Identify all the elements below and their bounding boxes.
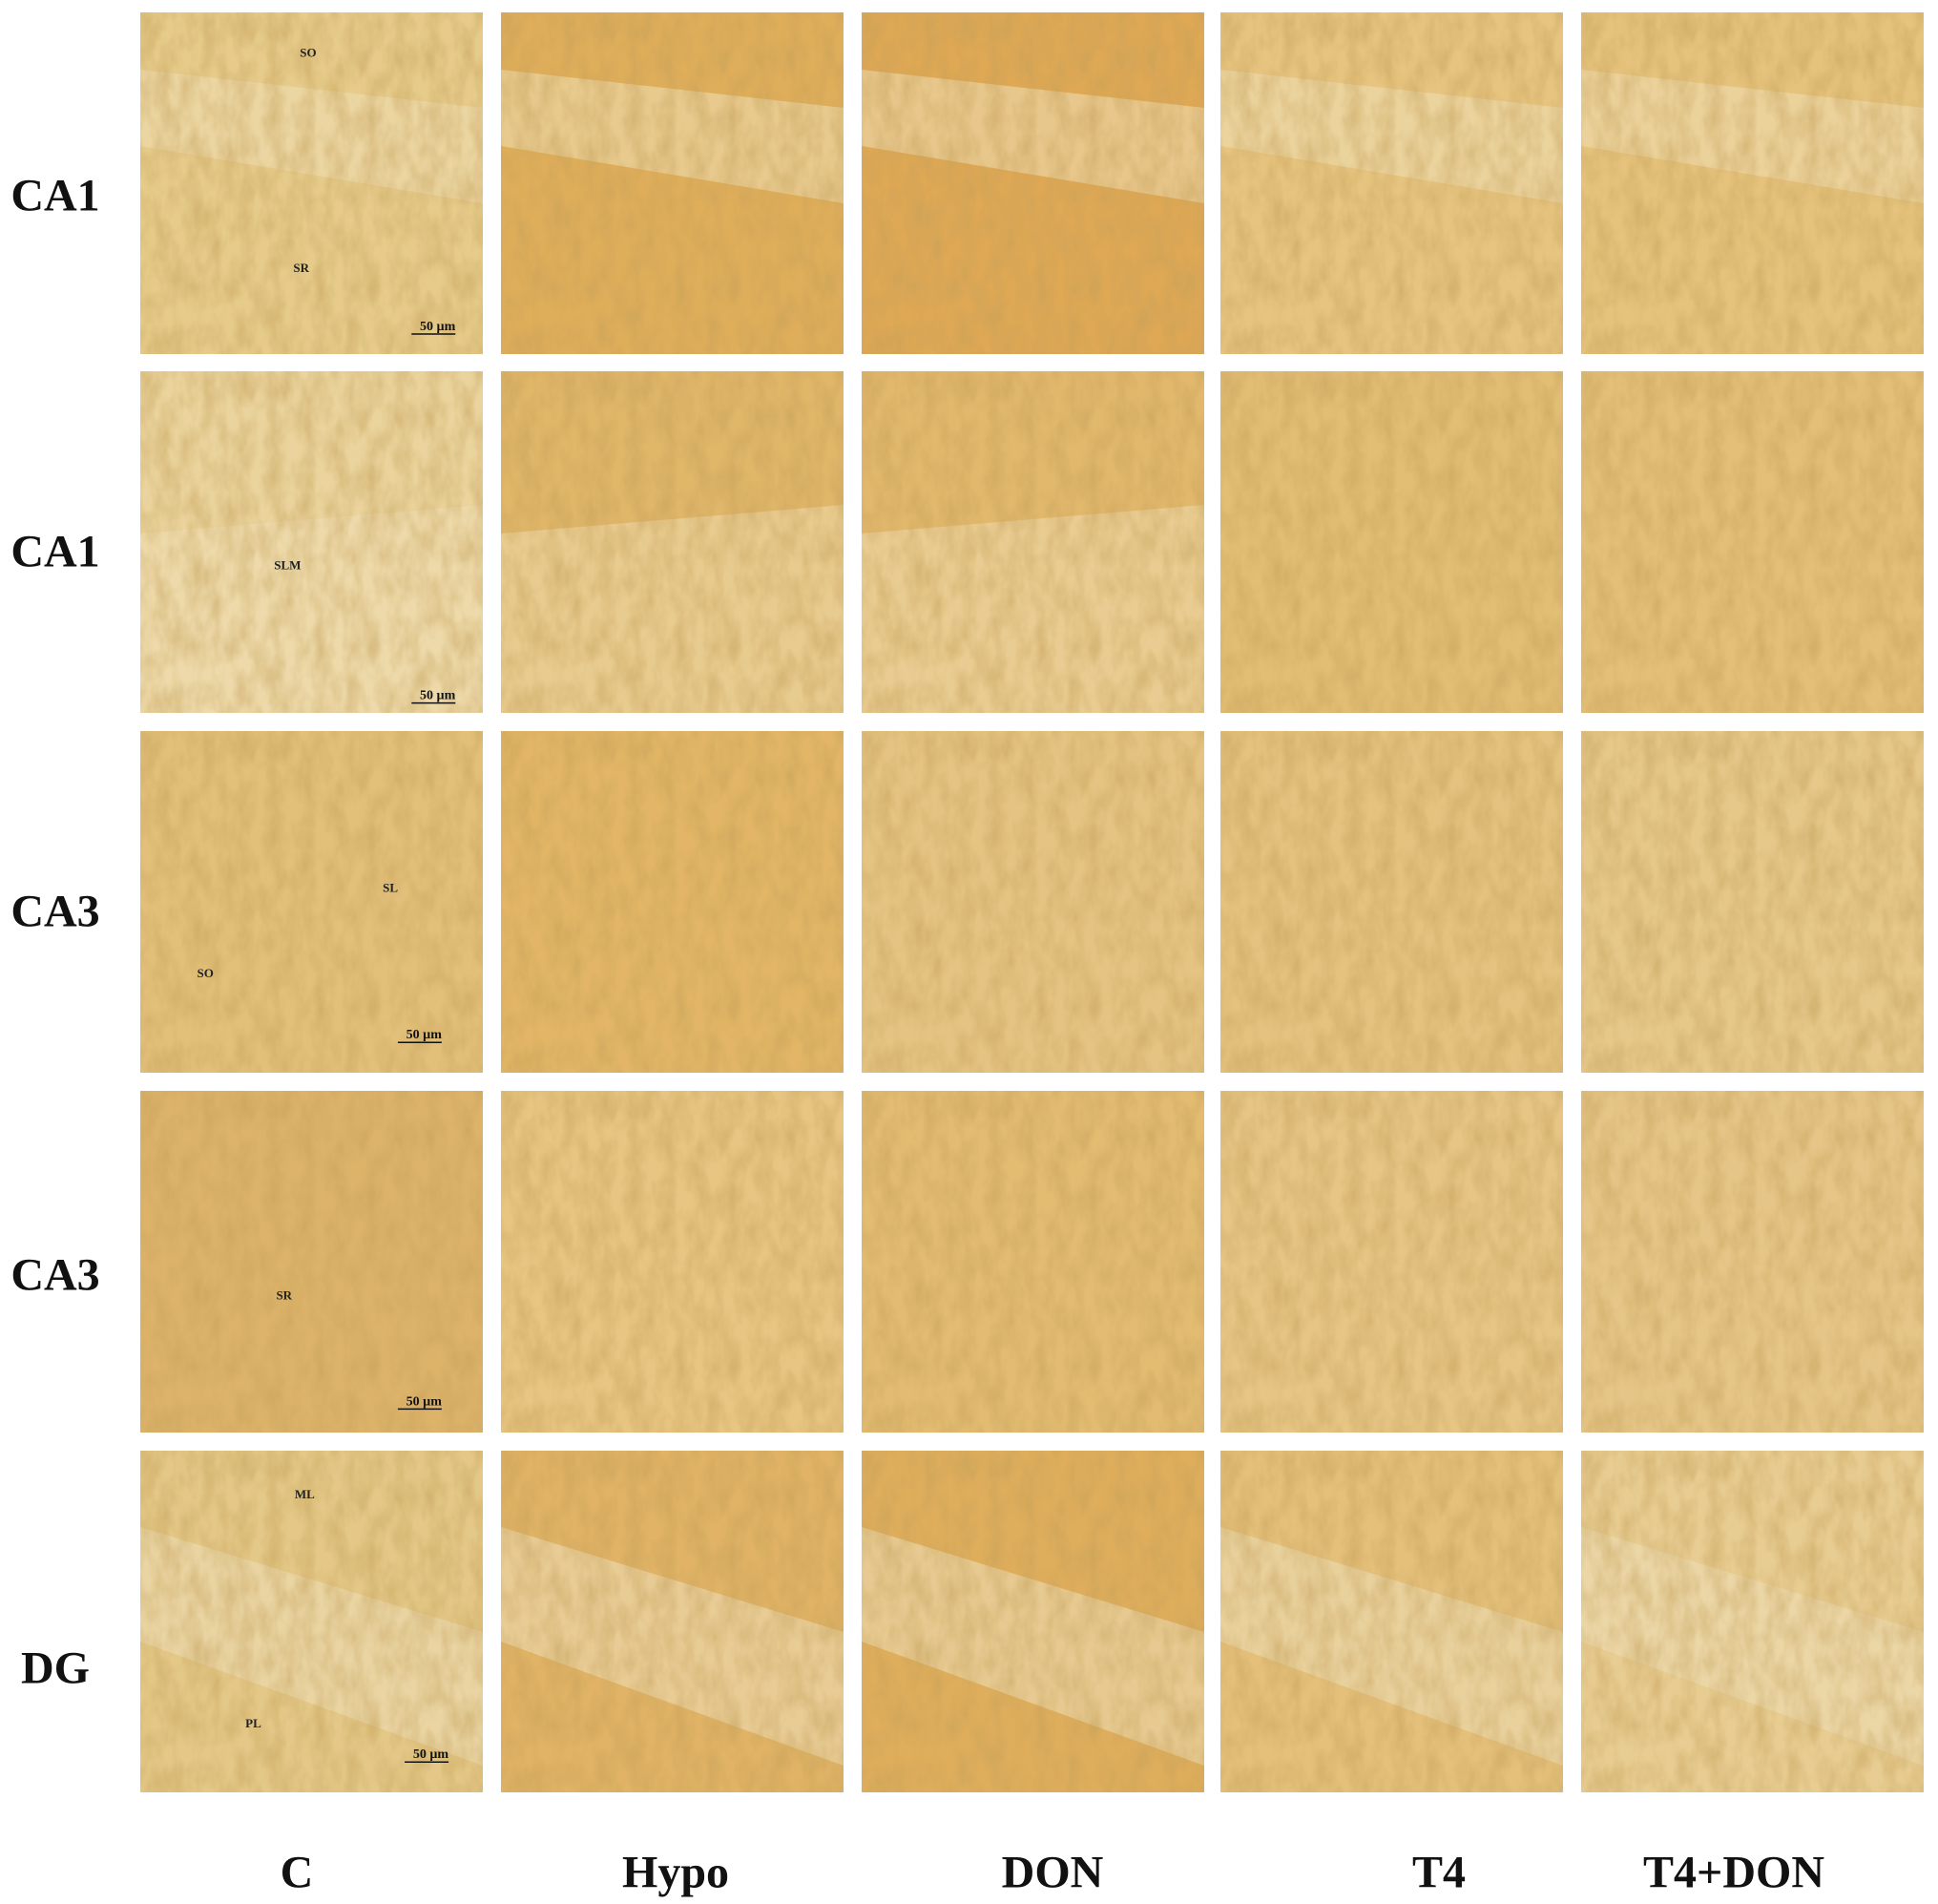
micrograph-panel (501, 731, 844, 1073)
column-label: C (280, 1847, 314, 1898)
scale-bar-label: 50 µm (420, 689, 456, 703)
row-label: CA3 (10, 1249, 100, 1301)
texture (140, 1091, 483, 1433)
layer-annotation: PL (245, 1716, 261, 1730)
scale-bar-label: 50 µm (420, 320, 456, 334)
micrograph: SLM 50 µm (140, 371, 483, 713)
micrograph (862, 1451, 1204, 1792)
texture (862, 1091, 1204, 1433)
micrograph-panel (862, 12, 1204, 354)
texture (501, 1091, 844, 1433)
micrograph-panel (1581, 1451, 1924, 1792)
micrograph-panel (1220, 1091, 1563, 1433)
layer-annotation: SO (198, 966, 214, 980)
texture (1220, 731, 1563, 1073)
micrograph-panel (1581, 371, 1924, 713)
micrograph (501, 731, 844, 1073)
micrograph-panel (1581, 731, 1924, 1073)
micrograph (862, 371, 1204, 713)
micrograph (501, 1091, 844, 1433)
texture (1220, 1091, 1563, 1433)
scale-bar-label: 50 µm (406, 1394, 443, 1409)
micrograph (1581, 1091, 1924, 1433)
micrograph-panel (501, 12, 844, 354)
micrograph (1220, 731, 1563, 1073)
micrograph-panel (862, 371, 1204, 713)
row-label: CA3 (10, 886, 100, 937)
texture (862, 731, 1204, 1073)
layer-annotation: SR (293, 261, 309, 275)
micrograph (501, 371, 844, 713)
layer-annotation: SO (300, 46, 316, 60)
micrograph (1581, 1451, 1924, 1792)
micrograph-panel (862, 1451, 1204, 1792)
row-label: CA1 (10, 170, 100, 221)
texture (140, 1451, 483, 1792)
texture (501, 371, 844, 713)
column-label: DON (1001, 1847, 1104, 1898)
texture (862, 371, 1204, 713)
micrograph (862, 731, 1204, 1073)
scale-bar-label: 50 µm (413, 1747, 449, 1762)
micrograph (501, 1451, 844, 1792)
texture (1581, 1451, 1924, 1792)
texture (501, 12, 844, 354)
micrograph-panel (1220, 12, 1563, 354)
micrograph (1581, 731, 1924, 1073)
micrograph-panel (501, 1451, 844, 1792)
micrograph: SL SO 50 µm (140, 731, 483, 1073)
column-label: T4+DON (1642, 1847, 1825, 1898)
micrograph-panel (1581, 1091, 1924, 1433)
texture (1581, 731, 1924, 1073)
micrograph: SR 50 µm (140, 1091, 483, 1433)
micrograph-panel: ML PL 50 µm (140, 1451, 483, 1792)
scale-bar-label: 50 µm (406, 1028, 443, 1042)
row-label: CA1 (10, 526, 100, 577)
micrograph-panel: SL SO 50 µm (140, 731, 483, 1073)
column-label: T4 (1411, 1847, 1467, 1898)
micrograph-panel: SO SR 50 µm (140, 12, 483, 354)
texture (140, 371, 483, 713)
layer-annotation: SLM (274, 558, 301, 573)
micrograph-panel (501, 1091, 844, 1433)
micrograph (1220, 12, 1563, 354)
micrograph-panel (1581, 12, 1924, 354)
micrograph (1220, 371, 1563, 713)
texture (1220, 1451, 1563, 1792)
texture (1581, 12, 1924, 354)
micrograph (1220, 1451, 1563, 1792)
micrograph-panel (1220, 731, 1563, 1073)
micrograph-panel (862, 731, 1204, 1073)
micrograph (1581, 12, 1924, 354)
micrograph-panel (501, 371, 844, 713)
layer-annotation: SR (276, 1287, 292, 1302)
micrograph (862, 12, 1204, 354)
texture (862, 12, 1204, 354)
texture (1220, 371, 1563, 713)
micrograph-panel: SLM 50 µm (140, 371, 483, 713)
texture (140, 12, 483, 354)
texture (1581, 371, 1924, 713)
micrograph (1220, 1091, 1563, 1433)
layer-annotation: ML (295, 1487, 315, 1501)
texture (862, 1451, 1204, 1792)
layer-annotation: SL (383, 880, 398, 894)
column-label: Hypo (621, 1847, 730, 1898)
texture (140, 731, 483, 1073)
micrograph (501, 12, 844, 354)
texture (1581, 1091, 1924, 1433)
micrograph-panel: SR 50 µm (140, 1091, 483, 1433)
texture (1220, 12, 1563, 354)
micrograph (862, 1091, 1204, 1433)
micrograph-panel (1220, 1451, 1563, 1792)
micrograph-panel (1220, 371, 1563, 713)
micrograph: SO SR 50 µm (140, 12, 483, 354)
micrograph (1581, 371, 1924, 713)
micrograph: ML PL 50 µm (140, 1451, 483, 1792)
texture (501, 731, 844, 1073)
row-label: DG (21, 1642, 90, 1694)
texture (501, 1451, 844, 1792)
micrograph-panel (862, 1091, 1204, 1433)
